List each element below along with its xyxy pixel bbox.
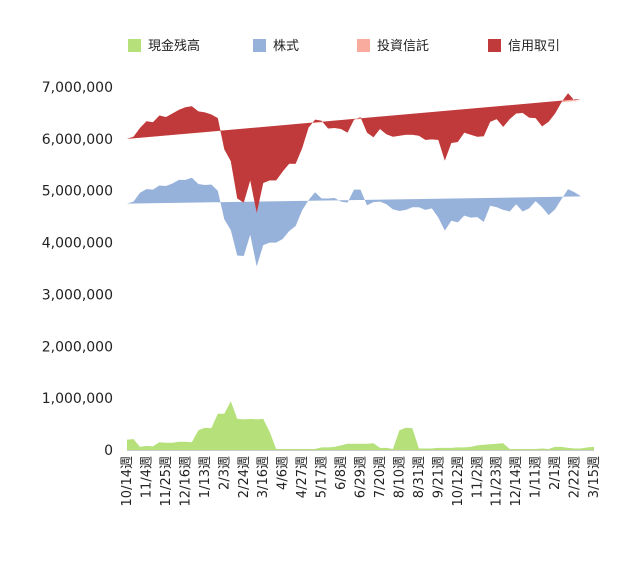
x-tick-label-14: 8/10週 [392, 456, 407, 498]
x-tick-label-21: 1/11週 [529, 456, 544, 498]
x-tick-label-7: 3/16週 [256, 456, 271, 498]
legend-label-1: 株式 [273, 39, 299, 54]
x-tick-label-18: 11/2週 [470, 456, 485, 498]
legend-label-2: 投資信託 [377, 38, 429, 54]
x-tick-label-4: 1/13週 [198, 456, 213, 498]
legend-swatch-0 [128, 39, 141, 52]
legend-label-0: 現金残高 [148, 38, 200, 54]
x-tick-label-19: 11/23週 [490, 456, 505, 506]
x-tick-label-15: 8/31週 [412, 456, 427, 498]
x-tick-label-16: 9/21週 [431, 456, 446, 498]
x-tick-label-23: 2/22週 [568, 456, 583, 498]
y-tick-label-6: 6,000,000 [42, 132, 113, 148]
x-axis: 10/14週 11/4週 11/25週 12/16週 1/13週 2/3週 2/24週 3/1… [120, 450, 602, 506]
x-tick-label-24: 3/15週 [587, 456, 602, 498]
y-tick-label-4: 4,000,000 [42, 236, 113, 252]
legend: 現金残高 株式 投資信託 信用取引 [128, 38, 560, 54]
area-series-0 [127, 401, 594, 450]
y-tick-label-3: 3,000,000 [42, 287, 113, 303]
x-tick-label-22: 2/1週 [548, 456, 563, 490]
area-series-3 [127, 93, 582, 214]
y-tick-label-5: 5,000,000 [42, 184, 113, 200]
y-tick-label-0: 0 [104, 443, 113, 459]
legend-swatch-1 [253, 39, 266, 52]
y-axis: 0 1,000,000 2,000,000 3,000,000 4,000,000 5,0… [42, 80, 113, 459]
legend-swatch-3 [488, 39, 501, 52]
x-tick-label-1: 11/4週 [139, 456, 154, 498]
x-tick-label-13: 7/20週 [373, 456, 388, 498]
x-tick-label-8: 4/6週 [276, 456, 291, 490]
area-series-1 [127, 177, 582, 267]
x-tick-label-20: 12/14週 [509, 456, 524, 506]
y-tick-label-7: 7,000,000 [42, 80, 113, 96]
legend-label-3: 信用取引 [508, 39, 560, 54]
legend-swatch-2 [357, 39, 370, 52]
x-tick-label-5: 2/3週 [217, 456, 232, 490]
y-tick-label-2: 2,000,000 [42, 339, 113, 355]
y-tick-label-1: 1,000,000 [42, 391, 113, 407]
x-tick-label-17: 10/12週 [451, 456, 466, 506]
x-tick-label-12: 6/29週 [354, 456, 369, 498]
x-tick-label-3: 12/16週 [178, 456, 193, 506]
plot-areas [127, 93, 594, 450]
x-tick-label-6: 2/24週 [237, 456, 252, 498]
x-tick-label-9: 4/27週 [295, 456, 310, 498]
x-tick-label-10: 5/17週 [315, 456, 330, 498]
x-tick-label-11: 6/8週 [334, 456, 349, 490]
x-tick-label-0: 10/14週 [120, 456, 135, 506]
x-tick-label-2: 11/25週 [159, 456, 174, 506]
